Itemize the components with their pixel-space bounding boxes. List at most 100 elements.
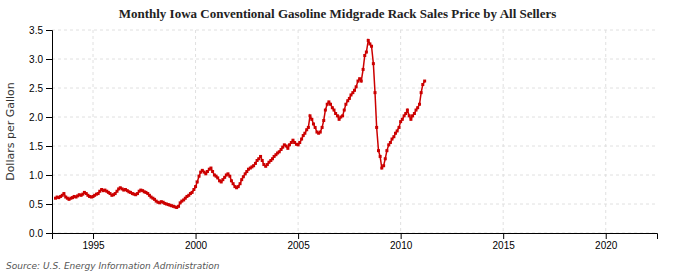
marker [237, 185, 240, 188]
marker [62, 192, 65, 195]
marker [355, 85, 358, 88]
x-grid-line [195, 30, 196, 233]
x-tick-label: 2005 [287, 240, 310, 251]
marker [216, 176, 219, 179]
y-tick-label: 0.0 [29, 228, 43, 239]
marker [360, 80, 363, 83]
y-tick-mark [46, 88, 52, 89]
marker [392, 135, 395, 138]
marker [198, 175, 201, 178]
marker [398, 126, 401, 129]
y-tick-mark [46, 204, 52, 205]
marker [341, 114, 344, 117]
chart: 1995200020052010201520200.00.51.01.52.02… [0, 0, 675, 275]
marker [300, 138, 303, 141]
marker [312, 122, 315, 125]
y-grid-line [52, 204, 657, 205]
marker [401, 118, 404, 121]
y-grid-line [52, 146, 657, 147]
y-grid-line [52, 88, 657, 89]
marker [409, 118, 412, 121]
y-tick-label: 3.0 [29, 54, 43, 65]
y-tick: 0.5 [29, 199, 52, 210]
marker [307, 126, 310, 129]
marker [254, 162, 257, 165]
x-axis: 199520002005201020152020 [53, 233, 658, 251]
marker [413, 112, 416, 115]
y-grid-line [52, 59, 657, 60]
marker [384, 157, 387, 160]
plot-area: 1995200020052010201520200.00.51.01.52.02… [29, 25, 657, 251]
marker [379, 155, 382, 158]
marker [367, 39, 370, 42]
marker [344, 103, 347, 106]
x-axis-line [53, 234, 658, 240]
marker [322, 119, 325, 122]
series [54, 39, 426, 209]
x-grid-line [503, 30, 504, 233]
marker [418, 103, 421, 106]
marker [329, 103, 332, 106]
marker [396, 129, 399, 132]
y-tick: 2.5 [29, 83, 52, 94]
y-tick-label: 2.0 [29, 112, 43, 123]
y-tick-label: 3.5 [29, 25, 43, 36]
x-grid-line [400, 30, 401, 233]
marker [362, 68, 365, 71]
x-tick-mark [196, 233, 197, 239]
x-tick: 2010 [390, 233, 413, 251]
y-tick-label: 1.0 [29, 170, 43, 181]
marker [232, 182, 235, 185]
marker [321, 126, 324, 129]
y-grid-line [52, 117, 657, 118]
marker [348, 97, 351, 100]
y-tick-label: 0.5 [29, 199, 43, 210]
marker [404, 112, 407, 115]
y-tick: 1.5 [29, 141, 52, 152]
marker [196, 180, 199, 183]
marker [209, 167, 212, 170]
marker [259, 155, 262, 158]
y-grid-line [52, 30, 657, 31]
marker [343, 109, 346, 112]
y-axis-label: Dollars per Gallon [4, 82, 17, 181]
marker [423, 80, 426, 83]
grid [52, 30, 657, 233]
marker [363, 54, 366, 57]
marker [211, 170, 214, 173]
marker [228, 175, 231, 178]
marker [377, 149, 380, 152]
marker [421, 83, 424, 86]
marker [194, 185, 197, 188]
y-tick-label: 1.5 [29, 141, 43, 152]
x-tick: 1995 [82, 233, 105, 251]
x-grid-line [93, 30, 94, 233]
y-grid-line [52, 175, 657, 176]
y-tick-mark [46, 146, 52, 147]
marker [353, 89, 356, 92]
y-tick: 3.0 [29, 54, 52, 65]
x-tick-mark [606, 233, 607, 239]
marker [192, 188, 195, 191]
y-tick-mark [46, 175, 52, 176]
marker [310, 118, 313, 121]
marker [239, 182, 242, 185]
x-grid-line [298, 30, 299, 233]
y-tick: 1.0 [29, 170, 52, 181]
marker [314, 126, 317, 129]
marker [406, 109, 409, 112]
marker [298, 141, 301, 144]
y-axis-line [46, 31, 53, 234]
y-tick: 3.5 [29, 25, 52, 36]
y-tick: 2.0 [29, 112, 52, 123]
x-tick: 2020 [595, 233, 618, 251]
marker [286, 147, 289, 150]
marker [261, 159, 264, 162]
title: Monthly Iowa Conventional Gasoline Midgr… [119, 6, 557, 21]
marker [324, 109, 327, 112]
x-tick-mark [401, 233, 402, 239]
x-tick: 2015 [493, 233, 516, 251]
marker [230, 179, 233, 182]
x-grid-line [605, 30, 606, 233]
marker [374, 91, 377, 94]
